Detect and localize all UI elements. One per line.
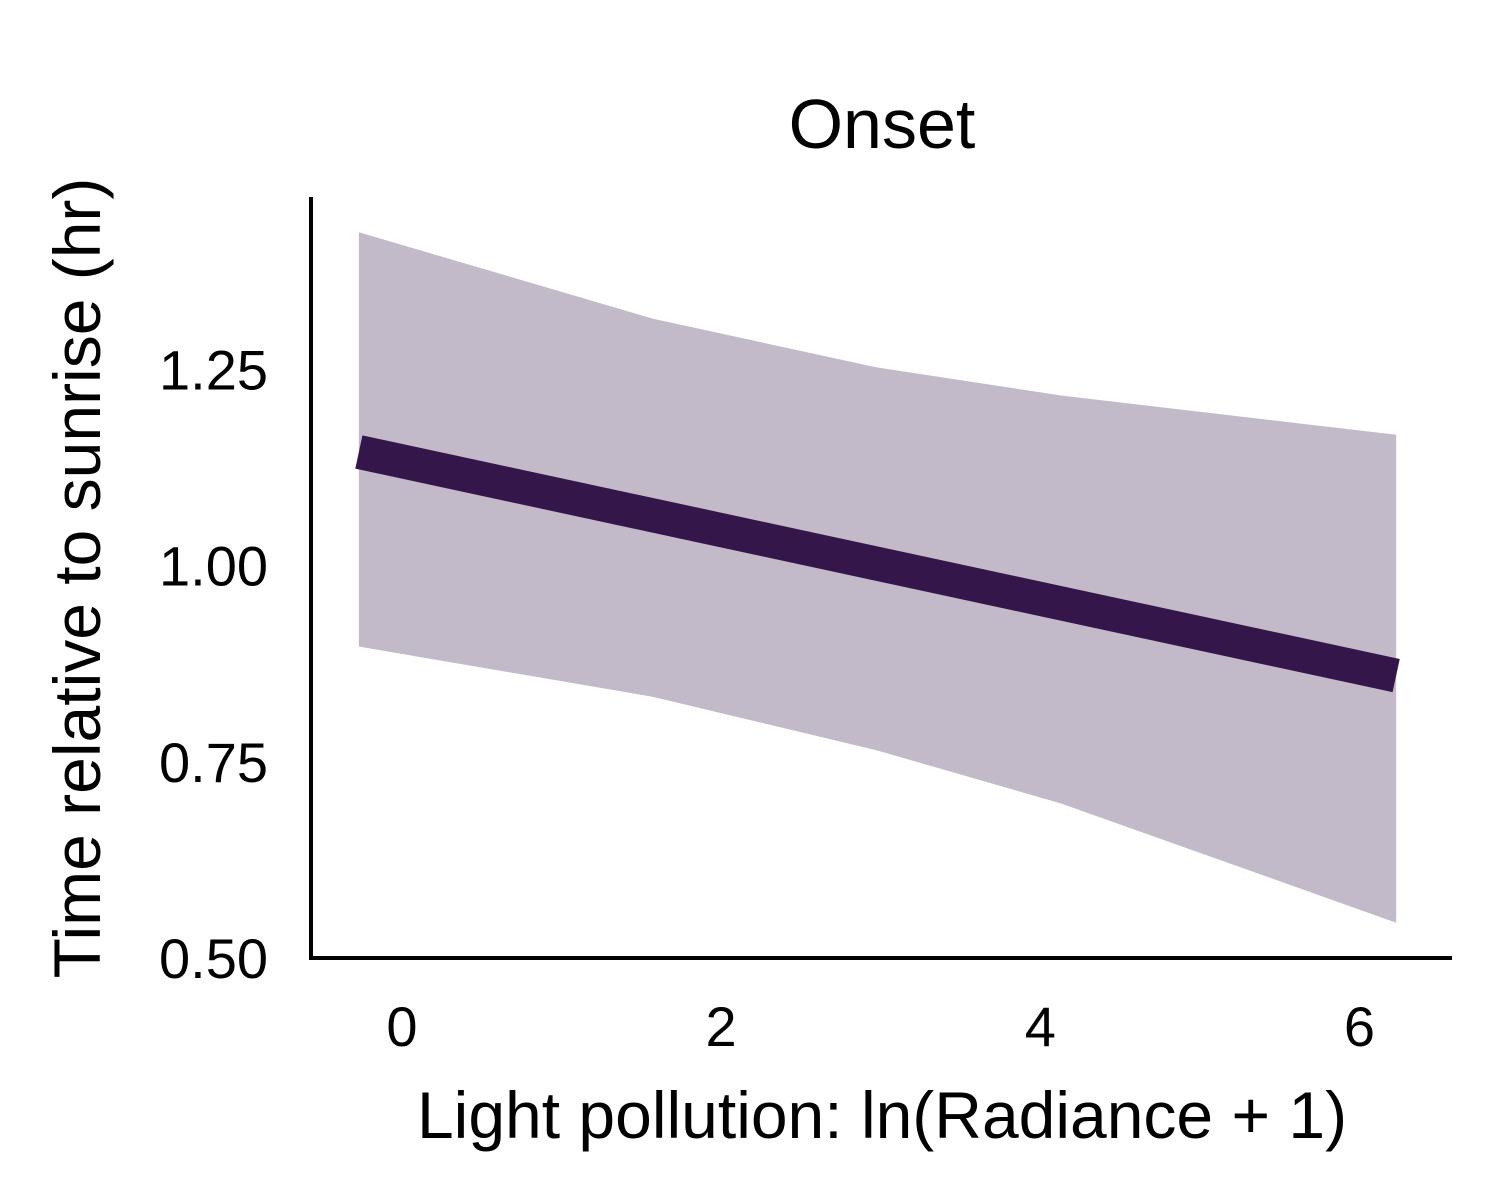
y-tick-labels: 0.50 0.75 1.00 1.25 [159,339,268,990]
chart-title: Onset [789,85,976,163]
x-tick-label: 6 [1344,995,1375,1058]
x-tick-labels: 0 2 4 6 [386,995,1375,1058]
y-tick-label: 1.00 [159,535,268,598]
y-tick-label: 0.50 [159,927,268,990]
x-tick-label: 0 [386,995,417,1058]
x-tick-label: 4 [1025,995,1056,1058]
x-tick-label: 2 [706,995,737,1058]
y-axis-label: Time relative to sunrise (hr) [40,178,114,979]
x-axis-label: Light pollution: ln(Radiance + 1) [417,1078,1347,1152]
y-tick-label: 1.25 [159,339,268,402]
series-line [355,435,1400,693]
series-layer [355,435,1400,693]
y-tick-label: 0.75 [159,731,268,794]
